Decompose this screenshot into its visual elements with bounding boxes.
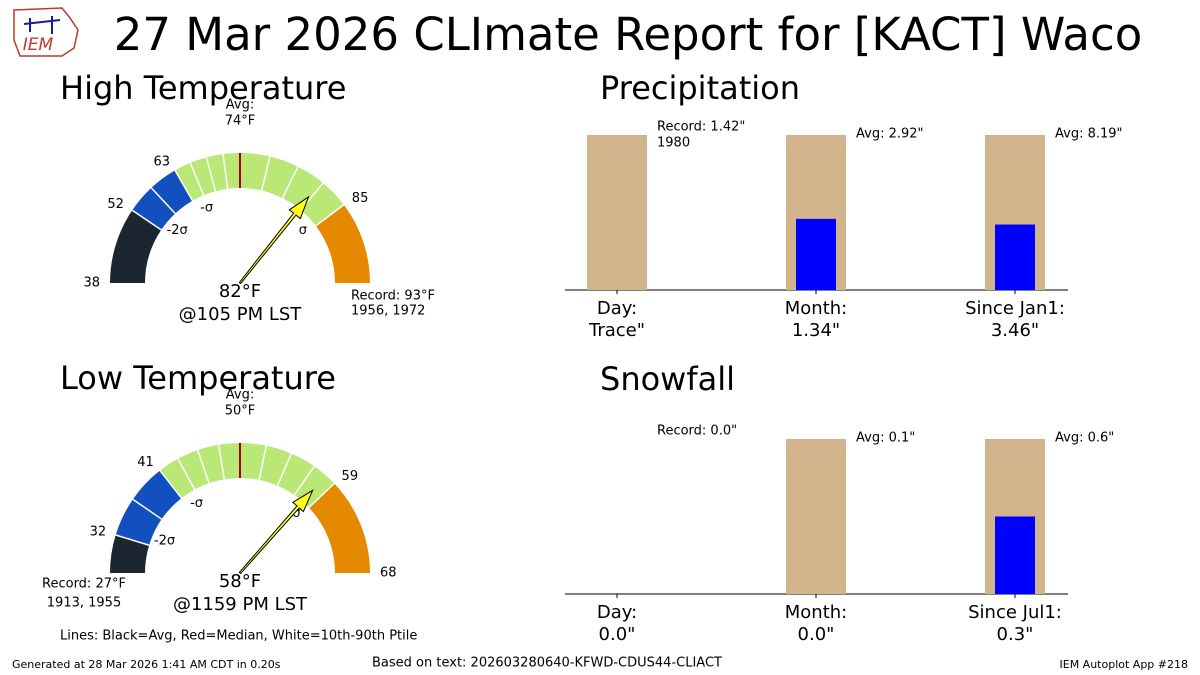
gauge-band (315, 204, 370, 283)
value-label: 0.0" (599, 624, 636, 645)
tick-label: 68 (380, 566, 397, 581)
sigma-label: -2σ (167, 223, 188, 238)
reference-bar (587, 135, 647, 290)
panel-title: Snowfall (600, 360, 735, 398)
ptile-line (205, 157, 217, 192)
ptile-line (177, 458, 196, 490)
ptile-line (150, 187, 176, 215)
avg-label: 50°F (225, 404, 256, 419)
sigma-label: σ (292, 506, 300, 521)
reference-label: Avg: 2.92" (856, 127, 924, 142)
ptile-line (132, 498, 163, 520)
value-label: 82°F (219, 281, 261, 302)
avg-label: Avg: (226, 388, 254, 403)
category-label: Since Jul1: (968, 602, 1062, 623)
category-label: Since Jan1: (965, 298, 1065, 319)
tick-label: 85 (352, 191, 369, 206)
value-label: 58°F (219, 571, 261, 592)
generated-note: Generated at 28 Mar 2026 1:41 AM CDT in … (12, 658, 281, 671)
sigma-label: -σ (190, 496, 203, 511)
page-title: 27 Mar 2026 CLImate Report for [KACT] Wa… (114, 8, 1143, 61)
band-edge (115, 534, 150, 546)
record-label: Record: 93°F (351, 289, 435, 304)
value-label: Trace" (588, 320, 645, 341)
time-label: @1159 PM LST (173, 594, 308, 615)
sigma-label: -σ (200, 201, 213, 216)
value-label: 0.0" (798, 624, 835, 645)
gauge-band (110, 534, 150, 573)
band-edge (174, 170, 194, 202)
tick-label: 59 (342, 469, 359, 484)
tick-label: 63 (153, 154, 170, 169)
record-label: Record: 27°F (42, 577, 126, 592)
band-edge (131, 209, 162, 231)
panel-title: Low Temperature (60, 359, 336, 397)
tick-label: 41 (137, 455, 154, 470)
reference-bar (786, 439, 846, 594)
value-arrow (238, 195, 310, 285)
avg-label: 74°F (225, 114, 256, 129)
reference-label: Record: 0.0" (657, 424, 737, 439)
value-label: 1.34" (792, 320, 840, 341)
ptile-line (222, 154, 229, 189)
gauge-band (115, 470, 182, 546)
reference-label: Avg: 0.1" (856, 431, 915, 446)
reference-label: Record: 1.42" (657, 120, 745, 135)
logo-mark (23, 16, 61, 34)
ptile-line (281, 166, 299, 199)
record-years: 1913, 1955 (47, 596, 121, 611)
ptile-line (293, 465, 315, 496)
band-edge (159, 470, 183, 499)
category-label: Month: (785, 602, 847, 623)
tick-label: 52 (107, 197, 124, 212)
band-edge (315, 204, 345, 227)
value-arrow (238, 489, 314, 575)
reference-label: Avg: 0.6" (1055, 431, 1114, 446)
band-edge (308, 482, 335, 509)
bar (796, 218, 836, 290)
source-note: Based on text: 202603280640-KFWD-CDUS44-… (372, 656, 722, 671)
tick-label: 38 (83, 276, 100, 291)
time-label: @105 PM LST (179, 304, 303, 325)
logo-text: IEM (23, 35, 54, 55)
ptile-line (189, 162, 205, 196)
bar (995, 224, 1035, 290)
ptile-line (276, 453, 293, 487)
ptile-line (196, 449, 210, 484)
sigma-label: σ (299, 223, 307, 238)
bar (995, 516, 1035, 594)
panel-title: Precipitation (600, 69, 800, 107)
panel-title: High Temperature (60, 69, 346, 107)
ptile-line (217, 444, 226, 480)
avg-label: Avg: (226, 98, 254, 113)
legend-note: Lines: Black=Avg, Red=Median, White=10th… (60, 629, 417, 644)
reference-label: Avg: 8.19" (1055, 127, 1123, 142)
category-label: Day: (597, 298, 637, 319)
category-label: Month: (785, 298, 847, 319)
logo: IEM (13, 7, 79, 57)
ptile-line (261, 156, 271, 191)
value-label: 0.3" (997, 624, 1034, 645)
ptile-line (258, 445, 267, 481)
sigma-label: -2σ (154, 533, 175, 548)
category-label: Day: (597, 602, 637, 623)
record-years: 1956, 1972 (351, 304, 425, 319)
app-note: IEM Autoplot App #218 (1060, 658, 1189, 671)
record-year: 1980 (657, 136, 690, 151)
gauge-band (159, 443, 335, 508)
tick-label: 32 (90, 525, 107, 540)
gauge-band (308, 483, 370, 573)
value-label: 3.46" (991, 320, 1039, 341)
gauge-band (110, 210, 162, 283)
